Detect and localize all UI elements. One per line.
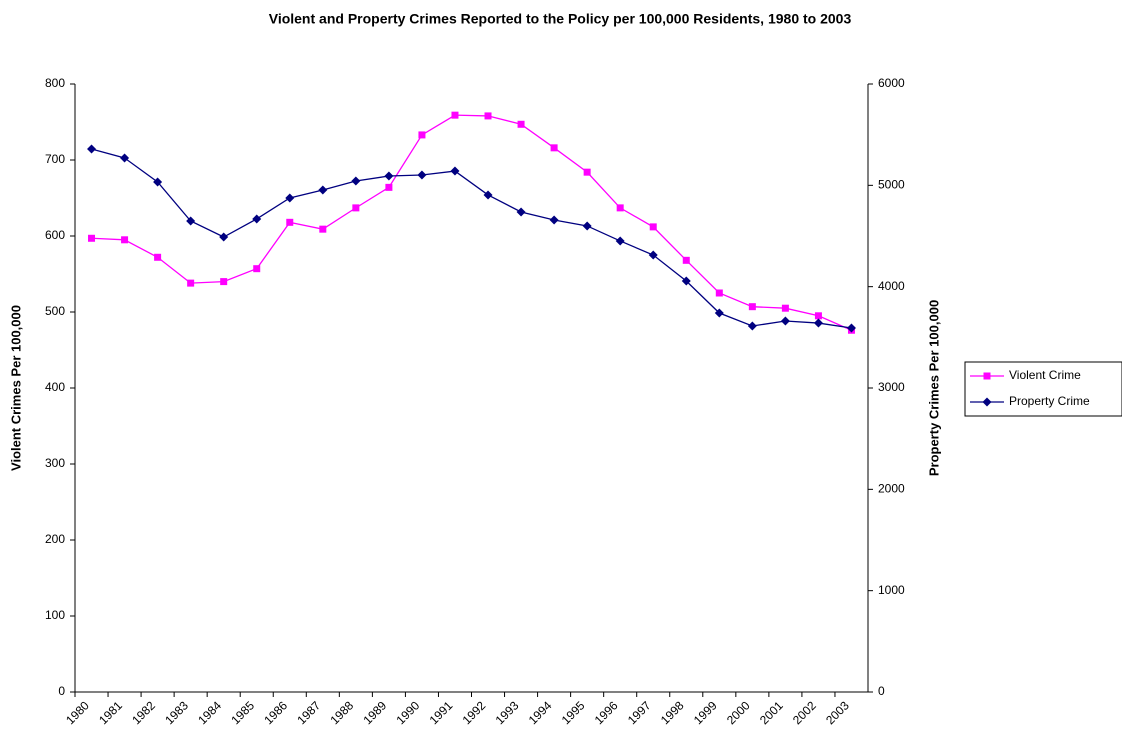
y2-tick-label: 0 xyxy=(878,684,885,698)
y-tick-label: 0 xyxy=(58,684,65,698)
data-point xyxy=(747,321,757,331)
data-point xyxy=(846,323,856,333)
x-tick-label: 1995 xyxy=(559,698,588,727)
x-tick-label: 2003 xyxy=(823,698,852,727)
data-point xyxy=(120,153,130,163)
x-tick-label: 2000 xyxy=(724,698,753,727)
data-point xyxy=(187,279,195,287)
data-point xyxy=(121,236,129,244)
x-tick-label: 1998 xyxy=(658,698,687,727)
y-tick-label: 100 xyxy=(45,608,65,622)
series-line xyxy=(91,148,852,329)
y2-tick-label: 3000 xyxy=(878,380,905,394)
data-point xyxy=(780,316,790,326)
x-tick-label: 1984 xyxy=(195,698,224,727)
x-tick-label: 2001 xyxy=(757,698,786,727)
x-tick-label: 1990 xyxy=(394,698,423,727)
data-point xyxy=(154,253,162,261)
data-point xyxy=(715,289,723,297)
data-point xyxy=(714,308,724,318)
x-tick-label: 1983 xyxy=(162,698,191,727)
data-point xyxy=(615,236,625,246)
data-point xyxy=(616,204,624,212)
x-tick-label: 1989 xyxy=(360,698,389,727)
x-tick-label: 1988 xyxy=(327,698,356,727)
x-tick-label: 1994 xyxy=(526,698,555,727)
data-point xyxy=(483,190,493,200)
data-point xyxy=(781,304,789,312)
data-point xyxy=(319,225,327,233)
data-point xyxy=(318,185,328,195)
y2-tick-label: 1000 xyxy=(878,583,905,597)
y-tick-label: 300 xyxy=(45,456,65,470)
x-tick-label: 2002 xyxy=(790,698,819,727)
y-tick-label: 800 xyxy=(45,76,65,90)
y-axis-label: Violent Crimes Per 100,000 xyxy=(8,305,23,471)
data-point xyxy=(385,183,393,191)
data-point xyxy=(484,112,492,120)
data-point xyxy=(417,170,427,180)
y2-tick-label: 4000 xyxy=(878,279,905,293)
x-tick-label: 1985 xyxy=(228,698,257,727)
data-point xyxy=(418,131,426,139)
data-point xyxy=(813,318,823,328)
x-tick-label: 1987 xyxy=(294,698,323,727)
legend-label: Property Crime xyxy=(1009,394,1090,408)
x-tick-label: 1980 xyxy=(63,698,92,727)
y-tick-label: 500 xyxy=(45,304,65,318)
data-point xyxy=(517,120,525,128)
x-tick-label: 1996 xyxy=(592,698,621,727)
data-point xyxy=(814,312,822,320)
data-point xyxy=(87,144,97,154)
data-point xyxy=(88,234,96,242)
y2-tick-label: 2000 xyxy=(878,482,905,496)
y-tick-label: 200 xyxy=(45,532,65,546)
x-tick-label: 1992 xyxy=(460,698,489,727)
data-point xyxy=(681,276,691,286)
y2-tick-label: 5000 xyxy=(878,178,905,192)
data-point xyxy=(153,177,163,187)
x-tick-label: 1999 xyxy=(691,698,720,727)
x-tick-label: 1982 xyxy=(129,698,158,727)
data-point xyxy=(583,168,591,176)
data-point xyxy=(384,171,394,181)
data-point xyxy=(648,250,658,260)
data-point xyxy=(220,278,228,286)
x-tick-label: 1986 xyxy=(261,698,290,727)
data-point xyxy=(982,397,992,407)
data-point xyxy=(649,223,657,231)
x-tick-label: 1997 xyxy=(625,698,654,727)
y2-axis-label: Property Crimes Per 100,000 xyxy=(926,300,941,476)
data-point xyxy=(748,303,756,311)
data-point xyxy=(186,216,196,226)
y-tick-label: 600 xyxy=(45,228,65,242)
chart-title: Violent and Property Crimes Reported to … xyxy=(269,11,852,27)
x-tick-label: 1993 xyxy=(493,698,522,727)
data-point xyxy=(983,372,991,380)
data-point xyxy=(351,176,361,186)
x-tick-label: 1981 xyxy=(96,698,125,727)
legend-box xyxy=(964,361,1122,417)
data-point xyxy=(253,265,261,273)
data-point xyxy=(451,111,459,119)
data-point xyxy=(516,207,526,217)
data-point xyxy=(252,214,262,224)
y2-tick-label: 6000 xyxy=(878,76,905,90)
x-tick-label: 1991 xyxy=(427,698,456,727)
data-point xyxy=(450,166,460,176)
data-point xyxy=(352,204,360,212)
data-point xyxy=(549,215,559,225)
series-line xyxy=(91,114,852,331)
y-tick-label: 700 xyxy=(45,152,65,166)
data-point xyxy=(219,232,229,242)
data-point xyxy=(682,256,690,264)
data-point xyxy=(286,218,294,226)
data-point xyxy=(285,193,295,203)
data-point xyxy=(582,221,592,231)
legend-label: Violent Crime xyxy=(1009,368,1081,382)
data-point xyxy=(550,144,558,152)
y-tick-label: 400 xyxy=(45,380,65,394)
